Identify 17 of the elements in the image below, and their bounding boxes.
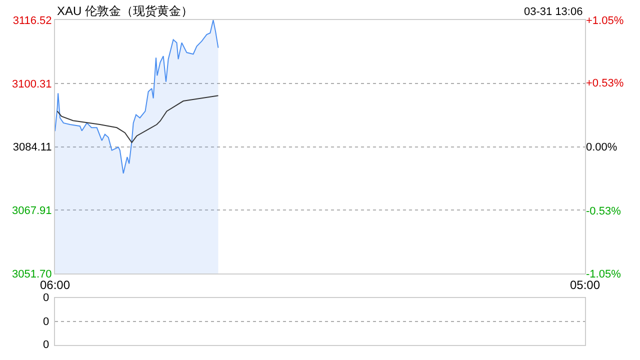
y-tick-label: 3051.70: [12, 268, 52, 280]
y2-tick-label: -0.53%: [586, 206, 622, 218]
y-tick-label: 3067.91: [12, 204, 52, 217]
text: 0: [43, 292, 50, 304]
text: 03-31 13:06: [524, 6, 583, 18]
y-tick-label: 3084.11: [12, 142, 52, 154]
text: 0: [43, 339, 50, 351]
chart-title: XAU 伦敦金（现货黄金）: [57, 4, 194, 18]
text: 0: [43, 316, 50, 328]
y2-tick-label: +0.53%: [586, 78, 624, 90]
x-tick-label: 06:00: [40, 278, 70, 292]
x-tick-label: 05:00: [570, 278, 600, 292]
y2-tick-label: +1.05%: [586, 14, 624, 27]
y2-tick-label: 0.00%: [586, 142, 618, 154]
y-tick-label: 3116.52: [12, 14, 52, 27]
y2-tick-label: -1.05%: [586, 268, 622, 280]
y-tick-label: 3100.31: [12, 78, 52, 90]
